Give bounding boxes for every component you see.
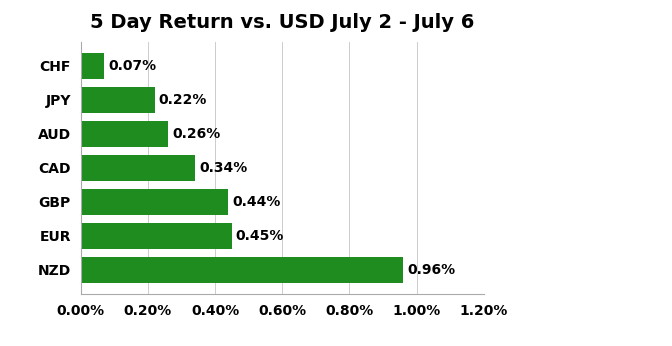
Bar <box>81 223 232 249</box>
Bar <box>81 155 195 181</box>
Bar <box>81 53 104 79</box>
Text: 0.44%: 0.44% <box>233 195 281 209</box>
Text: 0.07%: 0.07% <box>108 59 157 73</box>
Bar <box>81 121 168 147</box>
Bar <box>81 257 403 283</box>
Text: 0.26%: 0.26% <box>172 127 220 141</box>
Text: 0.34%: 0.34% <box>199 161 247 175</box>
Text: 0.96%: 0.96% <box>407 263 456 277</box>
Text: 0.45%: 0.45% <box>236 229 284 243</box>
Bar <box>81 87 155 112</box>
Title: 5 Day Return vs. USD July 2 - July 6: 5 Day Return vs. USD July 2 - July 6 <box>90 13 474 31</box>
Text: 0.22%: 0.22% <box>159 93 207 107</box>
Bar <box>81 189 228 215</box>
